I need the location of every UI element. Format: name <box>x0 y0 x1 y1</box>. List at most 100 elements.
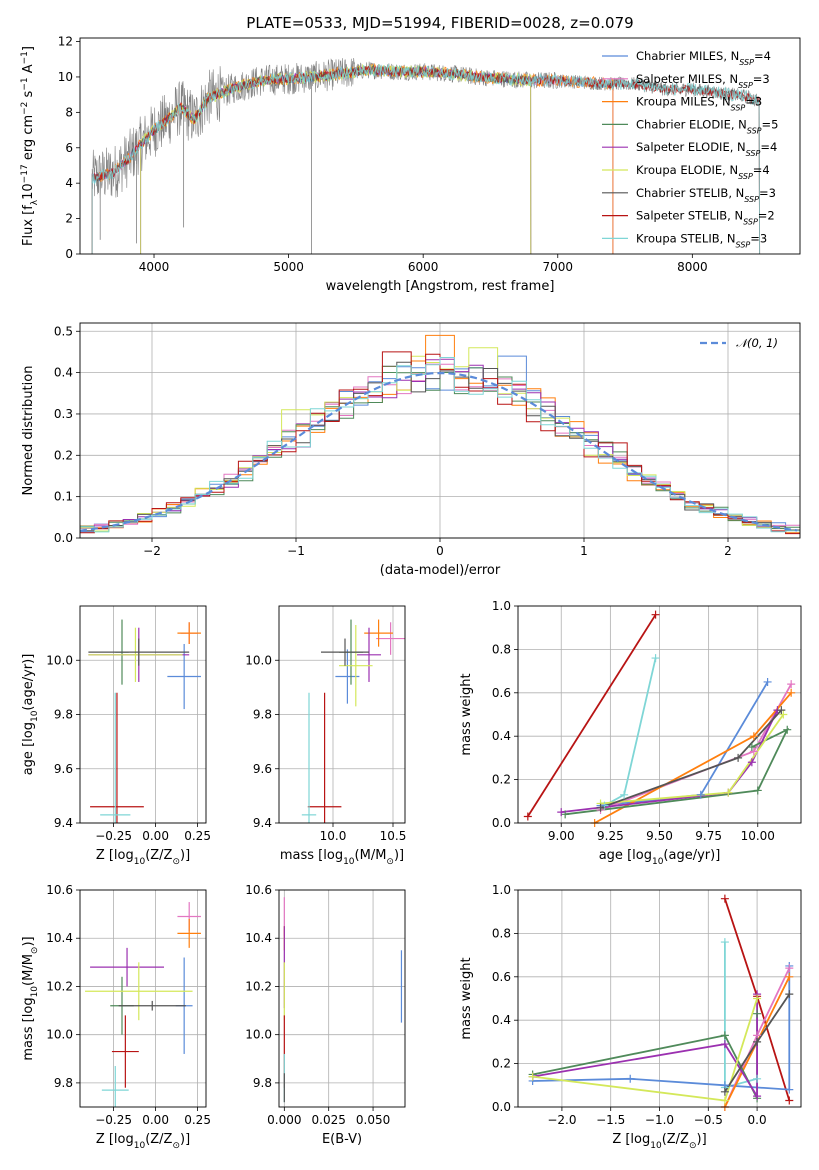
y-tick-label: 0.6 <box>492 970 511 984</box>
y-tick-label: 10.0 <box>46 1028 73 1042</box>
label-part: ⊙ <box>30 947 40 955</box>
weight-vs-metallicity-panel: −2.0 −1.5 −1.0 −0.5 0.0 0.0 0.2 0.4 0.6 0.8 1.0 Z [… <box>459 883 802 1151</box>
weight-vs-age-panel: 9.00 9.25 9.50 9.75 10.00 0.0 0.2 0.4 0.6 0.8 1.0 a… <box>459 599 802 867</box>
x-tick-label: −1 <box>287 544 305 558</box>
y-tick-label: 10.0 <box>46 653 73 667</box>
legend-name: Salpeter MILES, N <box>636 72 738 86</box>
legend-suffix: =3 <box>759 186 776 200</box>
weight-marker <box>785 990 794 999</box>
y-tick-label: 12 <box>58 35 73 49</box>
label-part: ] <box>21 46 36 51</box>
weight-marker <box>626 1074 635 1083</box>
label-part: s <box>21 90 36 101</box>
residual-histogram-panel: −2 −1 0 1 2 0.0 0.1 0.2 0.3 0.4 0.5 (data-model)/er… <box>21 322 801 578</box>
y-tick-label: 1.0 <box>492 883 511 897</box>
model-spectrum-e377c2 <box>91 64 614 254</box>
axes-frame <box>79 889 207 1108</box>
y-tick-label: 9.6 <box>253 762 272 776</box>
y-tick-label: 0.4 <box>492 729 511 743</box>
weight-marker <box>787 688 796 697</box>
y-axis-label: mass weight <box>459 957 474 1039</box>
y-tick-label: 0.0 <box>492 816 511 830</box>
label-part: −1 <box>20 77 30 90</box>
plot-area <box>532 898 791 1107</box>
weight-marker <box>720 1087 729 1096</box>
x-tick-label: 10.5 <box>380 829 407 843</box>
label-part: age [log <box>21 722 36 775</box>
weight-marker <box>651 654 660 663</box>
label-part: 10 <box>30 986 40 998</box>
weight-marker <box>523 812 532 821</box>
weight-marker <box>596 803 605 812</box>
axes-frame <box>517 889 802 1108</box>
legend-sub: SSP <box>747 126 762 135</box>
x-axis-label: mass [log10(M/M⊙)] <box>280 848 404 867</box>
weight-marker <box>696 790 705 799</box>
mass-vs-metallicity-panel: −0.25 0.00 0.259.810.010.210.410.6Z [log10… <box>21 883 211 1151</box>
legend-suffix: =4 <box>754 49 771 63</box>
legend-suffix: =3 <box>753 72 770 86</box>
x-tick-label: 9.50 <box>646 829 673 843</box>
y-tick-label: 10.0 <box>245 1028 272 1042</box>
plot-area <box>80 334 800 535</box>
y-tick-label: 10.6 <box>245 883 272 897</box>
weight-marker <box>787 680 796 689</box>
label-part: )] <box>180 1132 190 1147</box>
label-part: −17 <box>20 164 30 183</box>
legend-suffix: =5 <box>762 117 779 131</box>
axes-frame <box>278 889 406 1108</box>
label-part: age [log <box>599 848 652 863</box>
legend-sub: SSP <box>739 58 754 67</box>
weight-marker <box>720 1040 729 1049</box>
model-spectrum-4f8a5a <box>140 65 532 254</box>
label-part: 10 <box>134 857 146 867</box>
weight-marker <box>785 972 794 981</box>
weight-marker <box>753 1092 762 1101</box>
x-tick-label: 0.25 <box>184 829 211 843</box>
weight-series-kroupa_stelib <box>604 657 657 807</box>
legend-name: Kroupa ELODIE, N <box>636 163 738 177</box>
y-tick-label: 9.8 <box>54 1076 73 1090</box>
x-tick-label: 10.00 <box>741 829 775 843</box>
plot-area <box>88 619 201 823</box>
x-axis-label: Z [log10(Z/Z⊙)] <box>612 1132 706 1151</box>
model-spectrum-ff7f0e <box>91 62 614 254</box>
label-part: 10 <box>652 857 664 867</box>
label-part: mass [log <box>21 997 36 1060</box>
y-tick-label: 9.8 <box>54 708 73 722</box>
x-tick-label: −0.25 <box>95 1113 132 1127</box>
weight-series-salpeter_miles <box>600 683 792 811</box>
label-part: A <box>21 64 36 77</box>
y-tick-label: 0.8 <box>492 642 511 656</box>
legend-entry: Kroupa ELODIE, NSSP=4 <box>636 163 770 181</box>
weight-marker <box>651 610 660 619</box>
y-tick-label: 0.2 <box>492 1057 511 1071</box>
x-tick-label: 4000 <box>139 260 170 274</box>
y-tick-label: 9.4 <box>253 816 272 830</box>
label-part: λ <box>30 199 40 205</box>
legend-sub: SSP <box>746 149 761 158</box>
y-tick-label: 8 <box>65 105 73 119</box>
y-tick-label: 9.6 <box>54 762 73 776</box>
label-part: (age/yr)] <box>21 654 36 711</box>
x-tick-label: 10.0 <box>320 829 347 843</box>
normal-curve <box>80 372 798 532</box>
y-tick-label: 0.4 <box>492 1013 511 1027</box>
weight-marker <box>720 894 729 903</box>
y-tick-label: 1.0 <box>492 599 511 613</box>
x-tick-label: 0.050 <box>356 1113 390 1127</box>
legend-suffix: =4 <box>753 163 770 177</box>
y-axis-label: Normed distribution <box>21 366 36 496</box>
model-spectrum-d4e85a <box>140 63 532 254</box>
weight-marker <box>785 1096 794 1105</box>
x-tick-label: 1 <box>580 544 588 558</box>
y-tick-label: 0.0 <box>54 531 73 545</box>
weight-marker <box>747 758 756 767</box>
plot-area <box>91 57 761 254</box>
axes-frame <box>79 37 801 255</box>
y-tick-label: 0.8 <box>492 926 511 940</box>
x-tick-label: −0.25 <box>95 829 132 843</box>
legend-name: Chabrier MILES, N <box>636 49 739 63</box>
legend-name: Salpeter ELODIE, N <box>636 140 746 154</box>
